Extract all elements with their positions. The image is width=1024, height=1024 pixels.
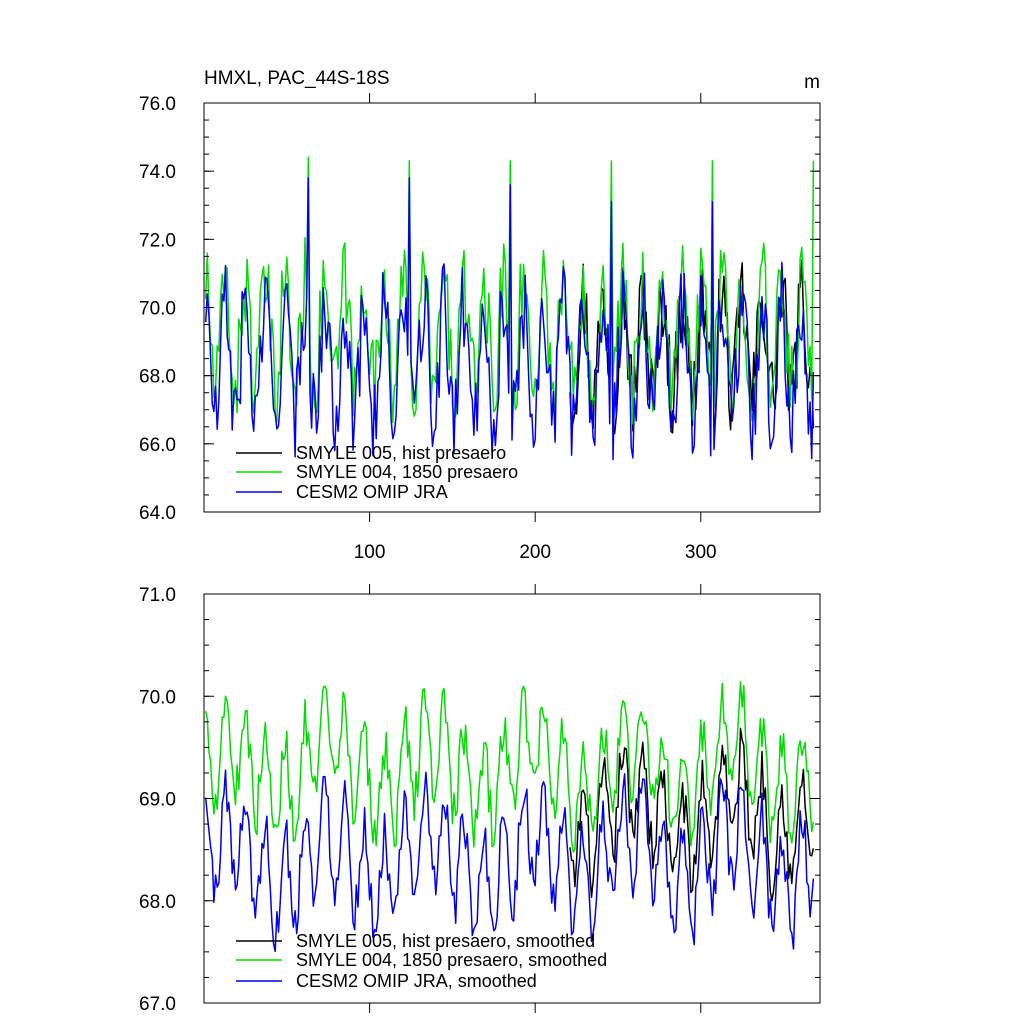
top-panel-lines [204, 156, 815, 461]
y-tick-label: 66.0 [139, 435, 176, 456]
y-tick-label: 67.0 [139, 994, 176, 1015]
series-line-0-2 [204, 177, 815, 461]
legend-label-smyle004-smoothed: SMYLE 004, 1850 presaero, smoothed [296, 950, 607, 970]
legend-label-cesm2-smoothed: CESM2 OMIP JRA, smoothed [296, 971, 537, 991]
y-tick-label: 68.0 [139, 367, 176, 388]
top-panel-units: m [804, 72, 820, 93]
bottom-panel-legend: SMYLE 005, hist presaero, smoothed SMYLE… [236, 931, 607, 991]
legend-label-smyle004: SMYLE 004, 1850 presaero [296, 462, 518, 482]
y-tick-label: 72.0 [139, 230, 176, 251]
bottom-panel: 67.0 68.0 69.0 70.0 71.0 SMYLE 005, hist pre… [139, 584, 821, 1015]
y-tick-label: 68.0 [139, 892, 176, 913]
x-tick-label: 100 [354, 542, 386, 563]
legend-label-smyle005: SMYLE 005, hist presaero [296, 443, 506, 463]
y-tick-label: 74.0 [139, 162, 176, 183]
y-tick-label: 69.0 [139, 790, 176, 811]
y-tick-label: 76.0 [139, 94, 176, 115]
top-panel-legend: SMYLE 005, hist presaero SMYLE 004, 1850… [236, 443, 518, 502]
top-panel-title: HMXL, PAC_44S-18S [204, 68, 390, 89]
series-line-1-2 [204, 769, 815, 953]
top-panel-frame [203, 102, 821, 513]
series-line-1-0 [569, 727, 815, 902]
y-tick-label: 70.0 [139, 299, 176, 320]
legend-label-smyle005-smoothed: SMYLE 005, hist presaero, smoothed [296, 931, 595, 951]
x-tick-label: 300 [685, 542, 717, 563]
y-tick-label: 64.0 [139, 503, 176, 524]
x-tick-label: 200 [519, 542, 551, 563]
bottom-panel-frame [203, 593, 821, 1004]
bottom-panel-lines [204, 681, 815, 953]
legend-label-cesm2: CESM2 OMIP JRA [296, 482, 448, 502]
series-line-1-1 [204, 681, 815, 853]
top-panel: HMXL, PAC_44S-18S m 64.0 66.0 68.0 70.0 72.0… [139, 68, 821, 563]
y-tick-label: 70.0 [139, 687, 176, 708]
y-tick-label: 71.0 [139, 585, 176, 606]
top-panel-axes: 64.0 66.0 68.0 70.0 72.0 74.0 76.0 100 200 300 [139, 93, 820, 563]
